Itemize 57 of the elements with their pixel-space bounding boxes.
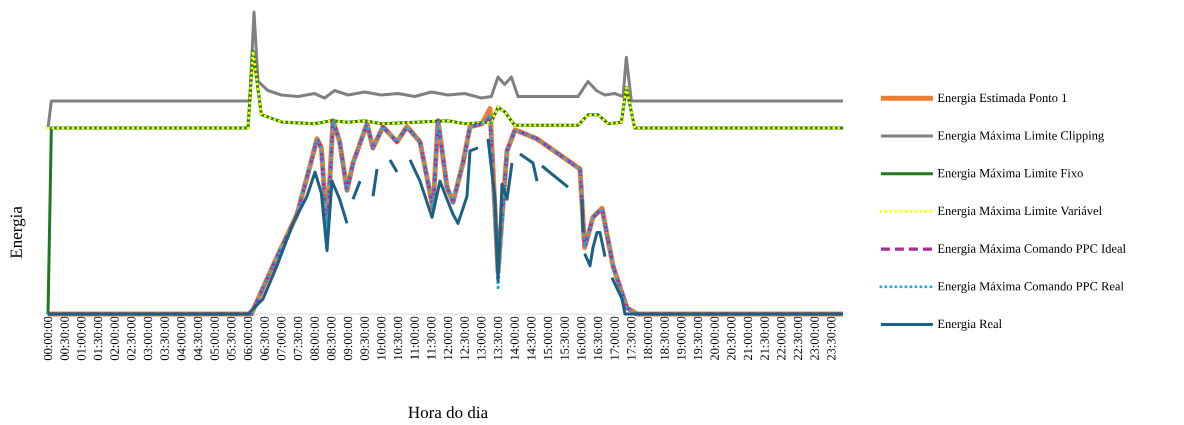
x-tick-label: 20:30:00: [727, 316, 736, 361]
x-tick-label: 14:00:00: [510, 316, 519, 360]
x-tick-label: 20:00:00: [710, 316, 719, 361]
x-tick-label: 18:00:00: [643, 316, 653, 360]
x-tick-label: 21:00:00: [743, 316, 753, 361]
x-tick-label: 12:30:00: [460, 316, 469, 360]
x-tick-label: 08:00:00: [310, 316, 319, 361]
x-tick-label: 00:00:00: [43, 316, 53, 361]
x-tick-label: 17:30:00: [627, 316, 636, 360]
x-tick-label: 11:30:00: [427, 316, 436, 360]
x-tick-label: 12:00:00: [443, 316, 453, 360]
x-tick-label: 22:30:00: [793, 316, 803, 361]
x-tick-label: 16:00:00: [577, 316, 586, 360]
x-tick-label: 07:30:00: [293, 316, 303, 361]
x-tick-label: 07:00:00: [277, 316, 286, 361]
x-tick-label: 11:00:00: [410, 316, 419, 360]
legend-label: Energia Máxima Limite Variável: [937, 206, 1102, 218]
legend-label: Energia Máxima Limite Fixo: [937, 168, 1083, 180]
x-tick-label: 06:00:00: [243, 316, 253, 361]
x-tick-label: 17:00:00: [610, 316, 619, 360]
x-tick-label: 13:00:00: [477, 316, 486, 360]
x-tick-label: 03:30:00: [160, 316, 169, 361]
x-tick-label: 01:00:00: [77, 316, 86, 361]
x-tick-label: 05:00:00: [210, 316, 219, 361]
x-tick-label: 01:30:00: [93, 316, 103, 361]
x-tick-label: 08:30:00: [327, 316, 336, 361]
x-tick-label: 09:30:00: [360, 316, 369, 361]
x-tick-label: 02:30:00: [127, 316, 136, 361]
legend-label: Energia Estimada Ponto 1: [937, 93, 1067, 105]
x-tick-label: 22:00:00: [777, 316, 786, 361]
legend-label: Energia Máxima Comando PPC Real: [937, 281, 1124, 294]
x-axis-title: Hora do dia: [408, 406, 488, 419]
x-tick-label: 19:00:00: [677, 316, 686, 360]
legend-label: Energia Real: [937, 319, 1002, 331]
legend-label: Energia Máxima Limite Clipping: [937, 130, 1104, 143]
x-tick-label: 05:30:00: [227, 316, 236, 361]
x-tick-label: 15:00:00: [543, 316, 553, 360]
x-tick-label: 23:00:00: [810, 316, 819, 361]
x-tick-label: 10:30:00: [393, 316, 403, 360]
x-tick-label: 15:30:00: [560, 316, 569, 360]
x-tick-label: 03:00:00: [143, 316, 153, 361]
x-tick-label: 16:30:00: [593, 316, 603, 360]
x-tick-label: 21:30:00: [760, 316, 769, 361]
x-tick-label: 13:30:00: [493, 316, 503, 360]
x-tick-label: 14:30:00: [527, 316, 536, 360]
x-tick-label: 06:30:00: [260, 316, 269, 361]
x-tick-label: 02:00:00: [110, 316, 119, 361]
x-tick-label: 10:00:00: [377, 316, 386, 360]
x-tick-label: 23:30:00: [827, 316, 836, 361]
legend-label: Energia Máxima Comando PPC Ideal: [937, 243, 1126, 256]
x-tick-label: 18:30:00: [660, 316, 669, 360]
y-axis-title: Energia: [10, 206, 26, 259]
x-tick-label: 00:30:00: [60, 316, 69, 361]
x-tick-label: 19:30:00: [693, 316, 703, 360]
x-tick-label: 04:00:00: [177, 316, 186, 361]
x-tick-label: 04:30:00: [193, 316, 203, 361]
x-tick-label: 09:00:00: [343, 316, 353, 361]
